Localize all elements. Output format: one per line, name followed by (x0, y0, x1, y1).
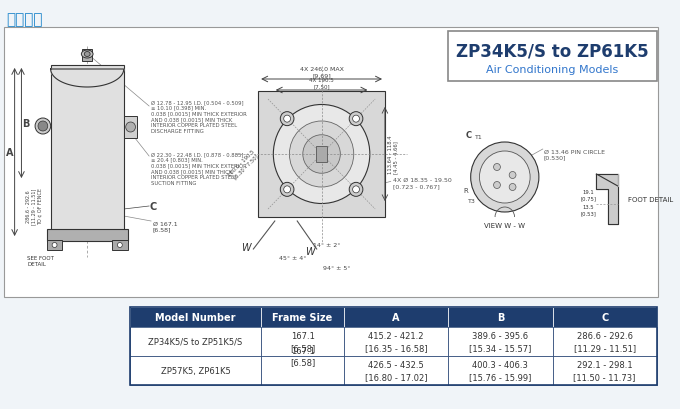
Ellipse shape (284, 187, 290, 193)
Ellipse shape (82, 51, 93, 59)
Bar (47, 240, 63, 250)
Bar (261, 307, 344, 327)
Ellipse shape (35, 119, 51, 135)
Text: 19.1
[0.75]: 19.1 [0.75] (581, 190, 596, 200)
Ellipse shape (52, 243, 57, 248)
Ellipse shape (284, 116, 290, 123)
Text: T1: T1 (475, 135, 482, 139)
Text: A: A (6, 148, 14, 157)
Ellipse shape (303, 135, 340, 174)
Text: W: W (241, 243, 250, 252)
Bar (448, 32, 657, 82)
Bar (261, 327, 344, 356)
Text: ZP34K5/S to ZP51K5/S: ZP34K5/S to ZP51K5/S (148, 337, 243, 346)
Bar (448, 327, 553, 356)
Text: 400.3 - 406.3
[15.76 - 15.99]: 400.3 - 406.3 [15.76 - 15.99] (469, 360, 532, 381)
Text: 415.2 - 421.2
[16.35 - 16.58]: 415.2 - 421.2 [16.35 - 16.58] (364, 331, 428, 352)
Text: C: C (466, 131, 472, 139)
Text: Ø 13.46 PIN CIRCLE
[0.530]: Ø 13.46 PIN CIRCLE [0.530] (544, 150, 605, 160)
Ellipse shape (350, 112, 363, 126)
Ellipse shape (494, 182, 500, 189)
Bar (130, 327, 261, 356)
Text: ZP57K5, ZP61K5: ZP57K5, ZP61K5 (160, 366, 231, 375)
Text: 外形尺寸: 外形尺寸 (6, 12, 42, 27)
Polygon shape (596, 175, 618, 225)
Bar (553, 327, 657, 356)
Text: 14° ± 2°: 14° ± 2° (313, 243, 340, 247)
Text: 113.64 - 118.4
[4.45 - 4.66]: 113.64 - 118.4 [4.45 - 4.66] (388, 135, 398, 174)
Text: 13.5
[0.53]: 13.5 [0.53] (581, 204, 596, 216)
Bar (82, 50, 92, 62)
Text: Ø 22.30 - 22.48 I.D. [0.878 - 0.885]
≥ 20.4 [0.803] MIN.
0.038 [0.0015] MIN THIC: Ø 22.30 - 22.48 I.D. [0.878 - 0.885] ≥ 2… (151, 152, 247, 186)
Bar (344, 356, 448, 385)
Text: FOOT DETAIL: FOOT DETAIL (628, 196, 673, 202)
Ellipse shape (509, 184, 516, 191)
Text: 160.0 - 190.5
[6.30 - 7.50]: 160.0 - 190.5 [6.30 - 7.50] (227, 148, 260, 181)
Bar (130, 307, 261, 327)
Ellipse shape (479, 152, 530, 204)
Bar (553, 356, 657, 385)
Bar (448, 307, 553, 327)
Text: 167.1
[6.58]: 167.1 [6.58] (290, 346, 316, 366)
Ellipse shape (353, 116, 360, 123)
Ellipse shape (280, 183, 294, 197)
Text: Model Number: Model Number (155, 312, 236, 322)
Text: Air Conditioning Models: Air Conditioning Models (486, 65, 619, 75)
Text: 45° ± 4°: 45° ± 4° (279, 255, 306, 261)
Text: 286.6 - 292.6
[11.29 - 11.51]
TO ¢ OF FENCE: 286.6 - 292.6 [11.29 - 11.51] TO ¢ OF FE… (26, 188, 42, 225)
Text: 4X 246.0 MAX
[9.69]: 4X 246.0 MAX [9.69] (300, 67, 343, 78)
Ellipse shape (84, 52, 90, 57)
Bar (344, 307, 448, 327)
Text: B: B (22, 119, 30, 129)
Ellipse shape (353, 187, 360, 193)
Ellipse shape (280, 112, 294, 126)
Text: 286.6 - 292.6
[11.29 - 11.51]: 286.6 - 292.6 [11.29 - 11.51] (574, 331, 636, 352)
Text: 389.6 - 395.6
[15.34 - 15.57]: 389.6 - 395.6 [15.34 - 15.57] (469, 331, 532, 352)
Bar (112, 240, 128, 250)
Text: Ø 12.78 - 12.95 I.D. [0.504 - 0.509]
≥ 10.10 [0.398] MIN.
0.038 [0.0015] MIN THI: Ø 12.78 - 12.95 I.D. [0.504 - 0.509] ≥ 1… (151, 100, 247, 134)
Text: 292.1 - 298.1
[11.50 - 11.73]: 292.1 - 298.1 [11.50 - 11.73] (573, 360, 636, 381)
Bar (344, 327, 448, 356)
Text: S: S (518, 173, 522, 178)
Ellipse shape (494, 164, 500, 171)
Ellipse shape (509, 172, 516, 179)
Text: 4X 190.5
[7.50]: 4X 190.5 [7.50] (309, 78, 334, 89)
Bar (124, 117, 137, 139)
Text: ZP34K5/S to ZP61K5: ZP34K5/S to ZP61K5 (456, 43, 649, 61)
Bar (258, 92, 385, 218)
Ellipse shape (350, 183, 363, 197)
Text: C: C (150, 202, 156, 211)
Ellipse shape (471, 143, 539, 213)
Text: Frame Size: Frame Size (273, 312, 333, 322)
Polygon shape (51, 70, 124, 88)
Text: Ø 167.1
[6.58]: Ø 167.1 [6.58] (153, 221, 177, 232)
Text: 94° ± 5°: 94° ± 5° (322, 265, 350, 270)
Bar (130, 356, 261, 385)
Text: R: R (463, 188, 468, 193)
Ellipse shape (290, 122, 354, 188)
Text: 4X Ø 18.35 - 19.50
[0.723 - 0.767]: 4X Ø 18.35 - 19.50 [0.723 - 0.767] (393, 178, 452, 189)
Bar (316, 147, 328, 163)
Ellipse shape (118, 243, 122, 248)
Ellipse shape (273, 105, 370, 204)
Bar (261, 356, 344, 385)
Ellipse shape (38, 122, 48, 132)
Text: 426.5 - 432.5
[16.80 - 17.02]: 426.5 - 432.5 [16.80 - 17.02] (365, 360, 427, 381)
Text: C: C (601, 312, 609, 322)
Text: VIEW W - W: VIEW W - W (484, 222, 525, 229)
Bar (4, 28, 658, 297)
Ellipse shape (126, 123, 135, 133)
Text: T3: T3 (503, 183, 509, 188)
Bar (130, 307, 657, 385)
Bar (553, 307, 657, 327)
Text: T3: T3 (468, 198, 475, 204)
Text: T2: T2 (518, 185, 525, 190)
Text: T1: T1 (503, 165, 509, 170)
Bar (47, 229, 128, 241)
Text: 167.1
[6.58]: 167.1 [6.58] (290, 331, 316, 352)
Bar (51, 66, 124, 239)
Text: W: W (305, 246, 315, 256)
Bar (448, 356, 553, 385)
Text: B: B (496, 312, 504, 322)
Text: SEE FOOT
DETAIL: SEE FOOT DETAIL (27, 255, 54, 266)
